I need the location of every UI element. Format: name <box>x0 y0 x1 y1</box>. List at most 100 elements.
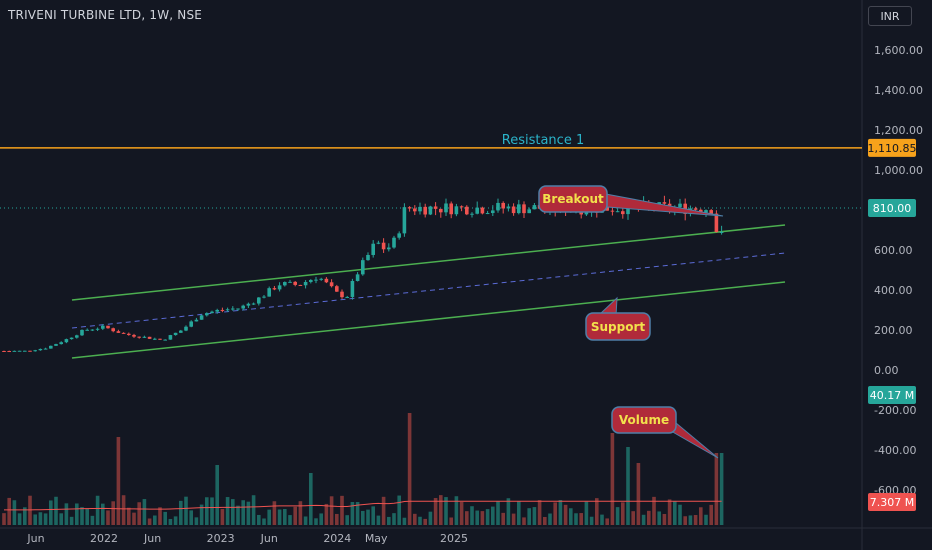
last-price-label-text: 810.00 <box>873 202 912 215</box>
candle-body <box>101 325 105 329</box>
volume-bar <box>199 504 204 525</box>
candle-body <box>584 211 589 215</box>
volume-bar <box>225 497 230 525</box>
volume-bar <box>397 495 401 525</box>
candle-body <box>241 305 245 309</box>
volume-bar <box>423 518 427 525</box>
volume-bar <box>699 507 703 525</box>
candle-body <box>423 206 427 215</box>
volume-bar <box>153 515 157 525</box>
volume-value-label: 40.17 M <box>868 386 916 404</box>
candle-body <box>355 274 360 281</box>
volume-bar <box>309 473 313 525</box>
candle-body <box>17 350 22 352</box>
candle-body <box>137 336 141 338</box>
candle-body <box>257 297 261 304</box>
price-tick-label: 200.00 <box>874 324 913 337</box>
candle-body <box>714 213 719 232</box>
volume-bar <box>262 518 266 525</box>
volume-bar <box>101 503 105 525</box>
volume-ma-value-label: 7.307 M <box>868 493 916 511</box>
volume-bar <box>485 509 490 525</box>
volume-value-label-text: 40.17 M <box>870 389 914 402</box>
candle-body <box>501 202 505 209</box>
volume-bar <box>28 495 32 525</box>
volume-bar <box>574 513 578 525</box>
candle-body <box>23 350 27 352</box>
candle-body <box>615 211 620 213</box>
time-tick-label: 2023 <box>207 532 235 545</box>
channel-lower-line <box>71 281 786 359</box>
volume-bar <box>480 511 485 525</box>
resistance-label: Resistance 1 <box>502 133 584 148</box>
volume-tick-label: -400.00 <box>874 444 916 457</box>
candle-body <box>95 328 100 330</box>
time-tick-label: 2025 <box>440 532 468 545</box>
volume-bar <box>361 510 365 525</box>
volume-bar <box>719 453 724 525</box>
channel-midline <box>71 252 786 329</box>
callout-label: Volume <box>619 413 669 427</box>
candle-body <box>475 207 479 214</box>
volume-bar <box>511 513 516 525</box>
volume-bar <box>194 517 199 525</box>
volume-bar <box>80 507 84 525</box>
volume-bar <box>355 501 360 525</box>
candle-body <box>231 308 235 310</box>
currency-button[interactable]: INR <box>868 6 912 26</box>
candle-body <box>85 329 89 331</box>
volume-bar <box>615 507 620 525</box>
candle-body <box>194 319 199 322</box>
volume-bar <box>647 510 651 525</box>
volume-bar <box>491 506 495 525</box>
volume-bar <box>189 510 193 525</box>
volume-bar <box>293 506 297 525</box>
price-tick-label: 1,400.00 <box>874 84 923 97</box>
candle-body <box>64 339 69 343</box>
candle-body <box>485 213 490 215</box>
candle-body <box>210 311 214 314</box>
volume-bar <box>64 503 69 525</box>
volume-bar <box>267 509 271 525</box>
candle-body <box>719 232 724 233</box>
volume-bar <box>257 514 261 525</box>
volume-bar <box>418 516 422 525</box>
volume-bar <box>667 499 672 525</box>
candle-body <box>80 329 84 336</box>
volume-bar <box>465 511 469 525</box>
breakout-callout: Breakout <box>538 185 724 217</box>
volume-bar <box>506 498 511 525</box>
volume-bar <box>439 495 443 525</box>
volume-bar <box>589 516 594 525</box>
candle-body <box>340 291 344 298</box>
candle-body <box>314 279 318 281</box>
volume-bar <box>688 515 693 525</box>
volume-bar <box>563 504 568 525</box>
candle-body <box>236 308 240 310</box>
candle-body <box>277 285 282 290</box>
volume-bar <box>381 496 386 525</box>
candle-body <box>470 213 474 215</box>
volume-bar <box>673 500 677 525</box>
channel-upper-line <box>71 224 786 301</box>
candle-body <box>2 351 6 352</box>
volume-bar <box>433 498 438 525</box>
volume-bar <box>537 500 542 525</box>
candle-body <box>329 282 334 287</box>
candle-body <box>381 242 386 250</box>
time-tick-label: Jun <box>143 532 161 545</box>
volume-bar <box>652 496 656 525</box>
candle-body <box>709 210 713 214</box>
resistance-price-label-bg <box>868 138 916 157</box>
candle-body <box>491 210 495 214</box>
candle-body <box>527 209 531 214</box>
support-callout: Support <box>585 296 651 341</box>
candle-body <box>465 206 469 215</box>
volume-bar <box>272 501 277 525</box>
volume-bar <box>335 513 339 525</box>
price-tick-label: 1,000.00 <box>874 164 923 177</box>
candle-body <box>75 335 79 338</box>
last-price-label: 810.00 <box>868 199 916 217</box>
candle-body <box>605 205 609 211</box>
